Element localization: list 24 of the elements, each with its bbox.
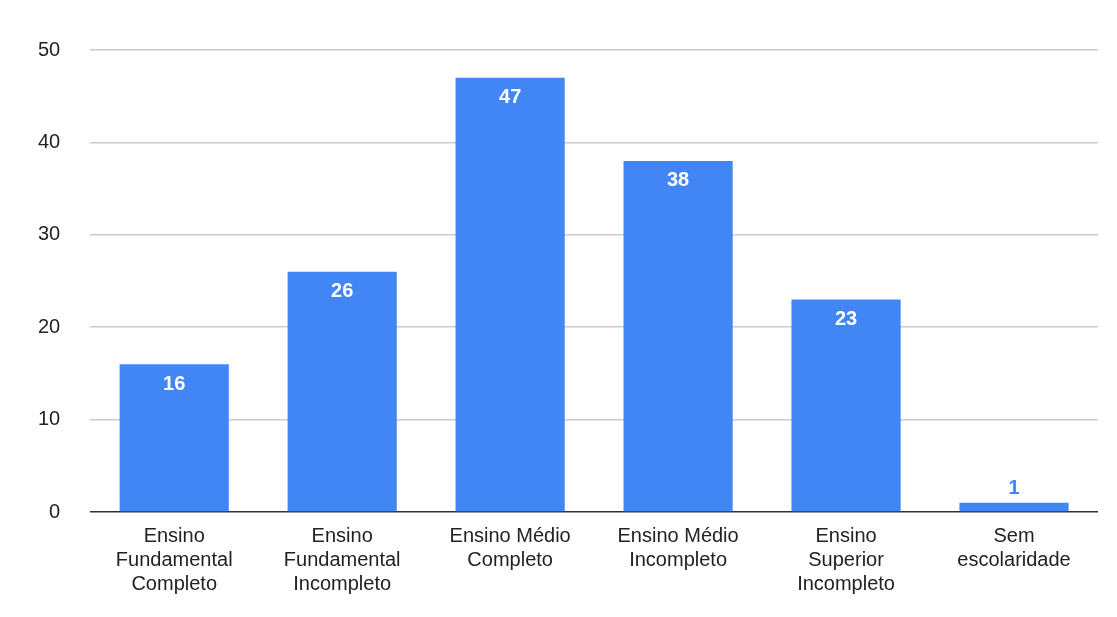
bar xyxy=(623,160,733,512)
data-label: 26 xyxy=(331,279,354,302)
x-tick-label: Ensino Médio Incompleto xyxy=(617,523,739,570)
bar xyxy=(791,299,901,512)
y-tick-label: 30 xyxy=(38,222,61,245)
data-label: 1 xyxy=(1008,476,1020,499)
y-tick-label: 40 xyxy=(38,129,61,152)
y-tick-label: 50 xyxy=(38,37,61,60)
x-tick-label: Ensino Fundamental Incompleto xyxy=(283,523,401,594)
data-label: 23 xyxy=(834,307,858,329)
y-tick-label: 10 xyxy=(38,407,61,430)
y-tick-label: 0 xyxy=(49,499,61,522)
y-tick-label: 20 xyxy=(38,314,61,337)
bar xyxy=(959,502,1069,512)
bar xyxy=(287,271,397,512)
x-tick-label: Ensino Médio Completo xyxy=(449,523,571,570)
data-label: 16 xyxy=(163,371,186,394)
data-label: 47 xyxy=(499,85,522,108)
x-tick-label: Sem escolaridade xyxy=(957,523,1071,570)
bar xyxy=(119,364,229,512)
x-tick-label: Ensino Superior Incompleto xyxy=(797,523,895,594)
data-label: 38 xyxy=(666,168,690,191)
x-tick-label: Ensino Fundamental Completo xyxy=(115,523,233,594)
bar xyxy=(455,77,565,512)
